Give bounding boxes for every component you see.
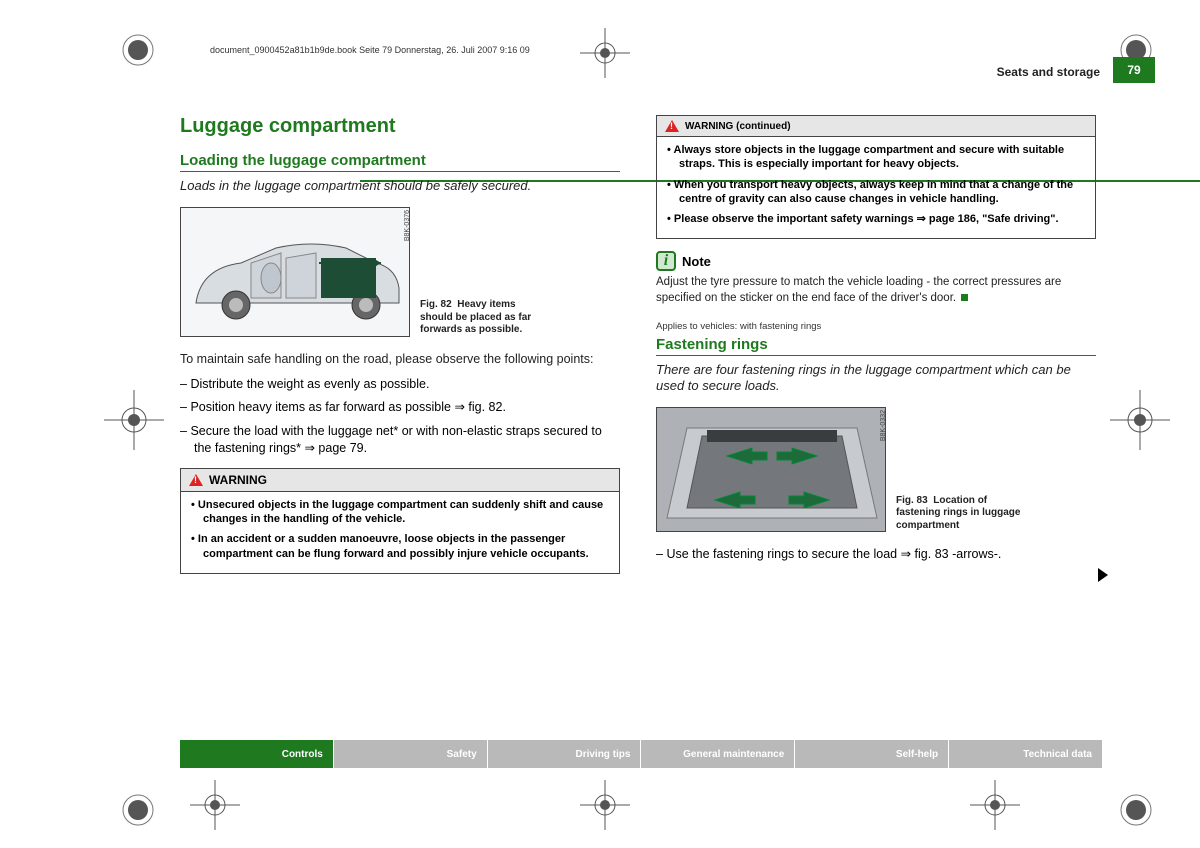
crosshair-b2 <box>580 780 630 830</box>
figure-83-image: B8K-0332 <box>656 407 886 532</box>
warning-cont-title: WARNING (continued) <box>685 121 791 132</box>
bullet-2: Position heavy items as far forward as p… <box>194 399 620 417</box>
warning-box: WARNING Unsecured objects in the luggage… <box>180 468 620 574</box>
reg-mark-bl <box>120 792 156 828</box>
reg-mark-tl <box>120 32 156 68</box>
warning-box-continued: WARNING (continued) Always store objects… <box>656 115 1096 239</box>
subsection-heading-loading: Loading the luggage compartment <box>180 152 620 172</box>
page-number: 79 <box>1113 57 1155 83</box>
figure-83-label: Fig. 83 <box>896 495 928 506</box>
print-meta: document_0900452a81b1b9de.book Seite 79 … <box>210 45 530 55</box>
warning-title: WARNING <box>209 473 267 487</box>
warning-cont-1: Always store objects in the luggage comp… <box>667 143 1085 172</box>
section-heading: Luggage compartment <box>180 115 620 138</box>
tab-controls[interactable]: Controls <box>180 740 334 768</box>
applies-to-text: Applies to vehicles: with fastening ring… <box>656 321 1096 332</box>
note-body-text: Adjust the tyre pressure to match the ve… <box>656 276 1061 304</box>
tab-technical-data[interactable]: Technical data <box>949 740 1103 768</box>
figure-82-image: B8K-0376 <box>180 207 410 337</box>
reg-mark-br <box>1118 792 1154 828</box>
figure-82-label: Fig. 82 <box>420 299 452 310</box>
figure-82-caption: Fig. 82 Heavy items should be placed as … <box>420 299 545 337</box>
figure-82-row: B8K-0376 <box>180 207 620 337</box>
tab-safety[interactable]: Safety <box>334 740 488 768</box>
figure-83-caption: Fig. 83 Location of fastening rings in l… <box>896 495 1021 533</box>
crosshair-b3 <box>970 780 1020 830</box>
subsection-heading-fastening: Fastening rings <box>656 336 1096 356</box>
note-title: Note <box>682 254 711 269</box>
fastening-instruction: Use the fastening rings to secure the lo… <box>670 546 1096 564</box>
warning-item-1: Unsecured objects in the luggage compart… <box>191 498 609 527</box>
warning-cont-header: WARNING (continued) <box>657 116 1095 137</box>
crosshair-right <box>1110 390 1170 450</box>
intro-text: To maintain safe handling on the road, p… <box>180 351 620 368</box>
info-icon: i <box>656 251 676 271</box>
chapter-title: Seats and storage <box>997 65 1100 79</box>
crosshair-left <box>104 390 164 450</box>
note-body: Adjust the tyre pressure to match the ve… <box>656 275 1096 306</box>
continue-icon <box>1098 568 1108 582</box>
lead-text: Loads in the luggage compartment should … <box>180 178 620 195</box>
crosshair-t1 <box>580 28 630 78</box>
fastening-instruction-list: Use the fastening rings to secure the lo… <box>656 546 1096 564</box>
bullet-3: Secure the load with the luggage net* or… <box>194 423 620 458</box>
warning-triangle-icon <box>665 120 679 132</box>
figure-83-code: B8K-0332 <box>880 410 886 441</box>
crosshair-b1 <box>190 780 240 830</box>
warning-item-2: In an accident or a sudden manoeuvre, lo… <box>191 532 609 561</box>
fastening-lead: There are four fastening rings in the lu… <box>656 362 1096 396</box>
column-right: WARNING (continued) Always store objects… <box>656 115 1096 574</box>
figure-82-code: B8K-0376 <box>404 210 410 241</box>
tab-self-help[interactable]: Self-help <box>795 740 949 768</box>
figure-83-row: B8K-0332 Fig. 83 Location of fas <box>656 407 1096 532</box>
warning-cont-2: When you transport heavy objects, always… <box>667 178 1085 207</box>
warning-cont-3: Please observe the important safety warn… <box>667 212 1085 226</box>
tab-maintenance[interactable]: General maintenance <box>641 740 795 768</box>
bullet-1: Distribute the weight as evenly as possi… <box>194 376 620 394</box>
tab-driving-tips[interactable]: Driving tips <box>488 740 642 768</box>
note-header: i Note <box>656 251 1096 271</box>
bullet-list: Distribute the weight as evenly as possi… <box>180 376 620 458</box>
warning-triangle-icon <box>189 474 203 486</box>
column-left: Luggage compartment Loading the luggage … <box>180 115 620 574</box>
footer-tabs: Controls Safety Driving tips General mai… <box>180 740 1103 768</box>
warning-header: WARNING <box>181 469 619 492</box>
end-square-icon <box>961 294 968 301</box>
